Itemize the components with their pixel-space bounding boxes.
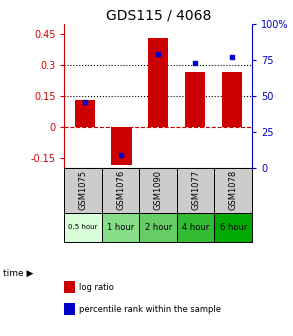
Text: 6 hour: 6 hour <box>219 223 247 232</box>
Bar <box>111 127 132 165</box>
Bar <box>102 168 139 213</box>
Bar <box>214 213 252 242</box>
Bar <box>139 168 177 213</box>
Bar <box>185 72 205 127</box>
Text: GSM1077: GSM1077 <box>191 169 200 210</box>
Bar <box>75 100 95 127</box>
Text: 1 hour: 1 hour <box>107 223 134 232</box>
Bar <box>64 168 102 213</box>
Text: 0.5 hour: 0.5 hour <box>69 224 98 230</box>
Bar <box>214 168 252 213</box>
Text: GSM1090: GSM1090 <box>154 170 163 210</box>
Text: log ratio: log ratio <box>79 283 113 292</box>
Title: GDS115 / 4068: GDS115 / 4068 <box>105 8 211 23</box>
Bar <box>177 168 214 213</box>
Text: 2 hour: 2 hour <box>144 223 172 232</box>
Bar <box>222 72 242 127</box>
Bar <box>64 213 102 242</box>
Text: GSM1075: GSM1075 <box>79 170 88 210</box>
Text: 4 hour: 4 hour <box>182 223 209 232</box>
Text: percentile rank within the sample: percentile rank within the sample <box>79 305 221 313</box>
Bar <box>177 213 214 242</box>
Bar <box>148 38 168 127</box>
Text: time ▶: time ▶ <box>3 269 33 278</box>
Bar <box>102 213 139 242</box>
Bar <box>139 213 177 242</box>
Text: GSM1078: GSM1078 <box>229 169 238 210</box>
Text: GSM1076: GSM1076 <box>116 169 125 210</box>
